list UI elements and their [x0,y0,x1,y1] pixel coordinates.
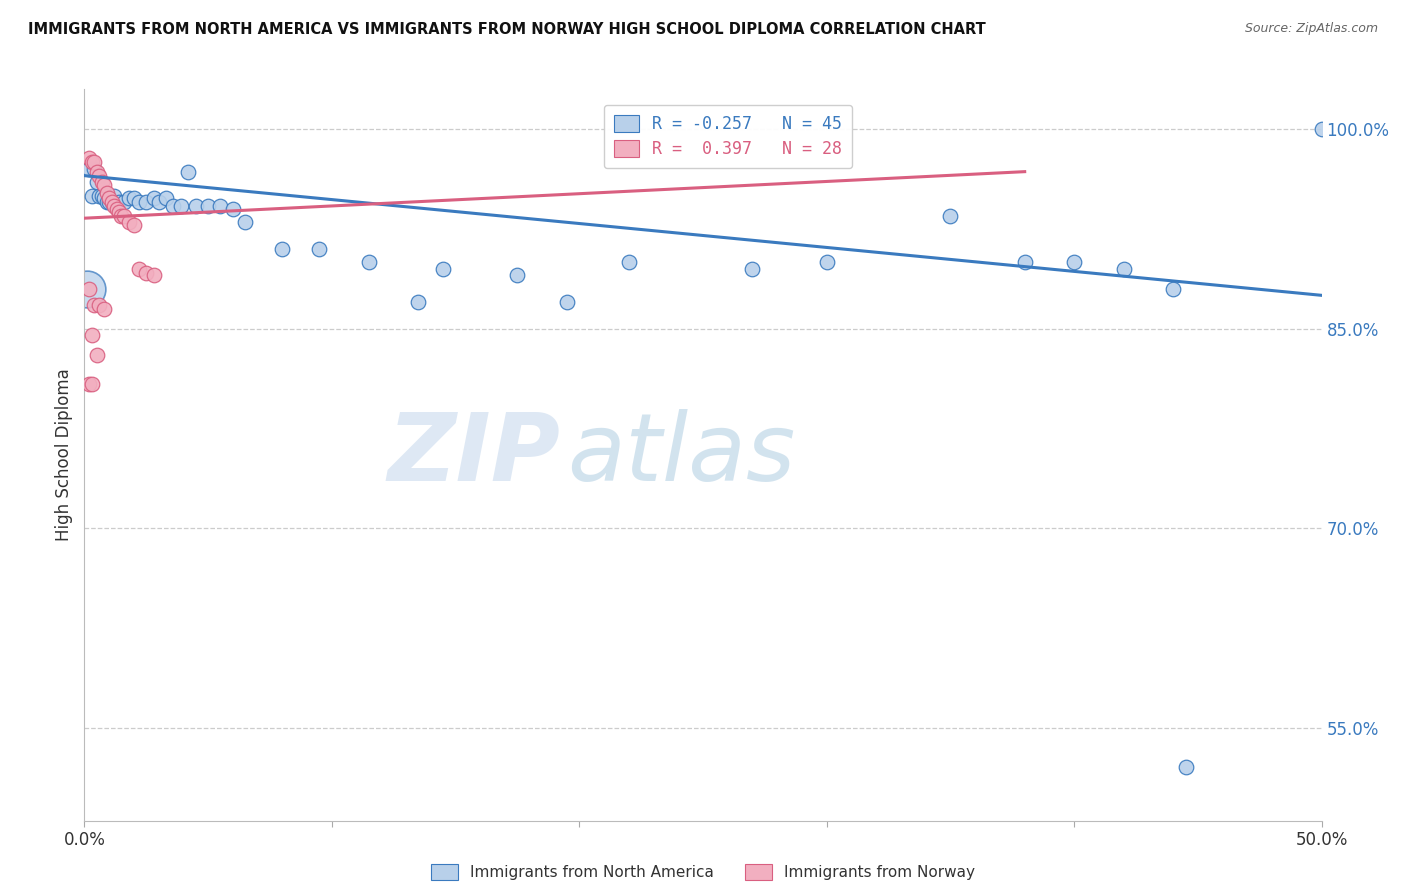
Point [555,295,578,310]
Point [222,202,245,216]
Point [233,215,256,229]
Point [105,202,128,216]
Point [135,266,157,280]
Point [118,191,141,205]
Point [155,191,177,205]
Point [506,268,529,283]
Point [939,209,962,223]
Point [89,188,111,202]
Point [80,155,103,169]
Point [100,195,122,210]
Point [815,255,838,269]
Point [79,282,101,296]
Point [1112,261,1135,276]
Legend: Immigrants from North America, Immigrants from Norway: Immigrants from North America, Immigrant… [425,858,981,886]
Point [1063,255,1085,269]
Text: atlas: atlas [567,409,796,500]
Point [98,191,121,205]
Point [184,199,207,213]
Point [1310,122,1333,136]
Point [86,348,108,362]
Point [89,298,111,312]
Point [118,215,141,229]
Point [308,242,330,256]
Point [128,261,150,276]
Text: ZIP: ZIP [388,409,561,501]
Point [93,301,115,316]
Point [86,175,108,189]
Point [1161,282,1184,296]
Point [93,178,115,192]
Point [170,199,193,213]
Point [135,195,157,210]
Point [357,255,380,269]
Point [177,164,200,178]
Point [271,242,294,256]
Point [80,377,103,392]
Point [89,169,111,183]
Point [83,298,105,312]
Point [79,161,101,176]
Text: IMMIGRANTS FROM NORTH AMERICA VS IMMIGRANTS FROM NORWAY HIGH SCHOOL DIPLOMA CORR: IMMIGRANTS FROM NORTH AMERICA VS IMMIGRA… [28,22,986,37]
Point [96,186,118,200]
Point [98,195,121,210]
Point [110,209,132,223]
Point [103,188,125,202]
Point [79,152,101,166]
Point [79,377,101,392]
Point [86,164,108,178]
Point [100,195,122,210]
Point [408,295,430,310]
Point [162,199,184,213]
Point [90,188,112,202]
Y-axis label: High School Diploma: High School Diploma [55,368,73,541]
Point [112,195,135,210]
Point [80,328,103,343]
Point [108,204,131,219]
Point [617,255,640,269]
Point [112,209,135,223]
Point [76,282,98,296]
Point [122,218,145,232]
Point [83,161,105,176]
Point [128,195,150,210]
Point [83,155,105,169]
Point [432,261,454,276]
Point [122,191,145,205]
Point [142,268,165,283]
Point [142,191,165,205]
Point [103,199,125,213]
Point [148,195,170,210]
Point [96,195,118,210]
Point [108,195,131,210]
Point [209,199,232,213]
Point [197,199,219,213]
Point [90,175,112,189]
Text: Source: ZipAtlas.com: Source: ZipAtlas.com [1244,22,1378,36]
Point [80,188,103,202]
Point [93,191,115,205]
Point [1014,255,1036,269]
Point [741,261,763,276]
Point [1174,760,1197,774]
